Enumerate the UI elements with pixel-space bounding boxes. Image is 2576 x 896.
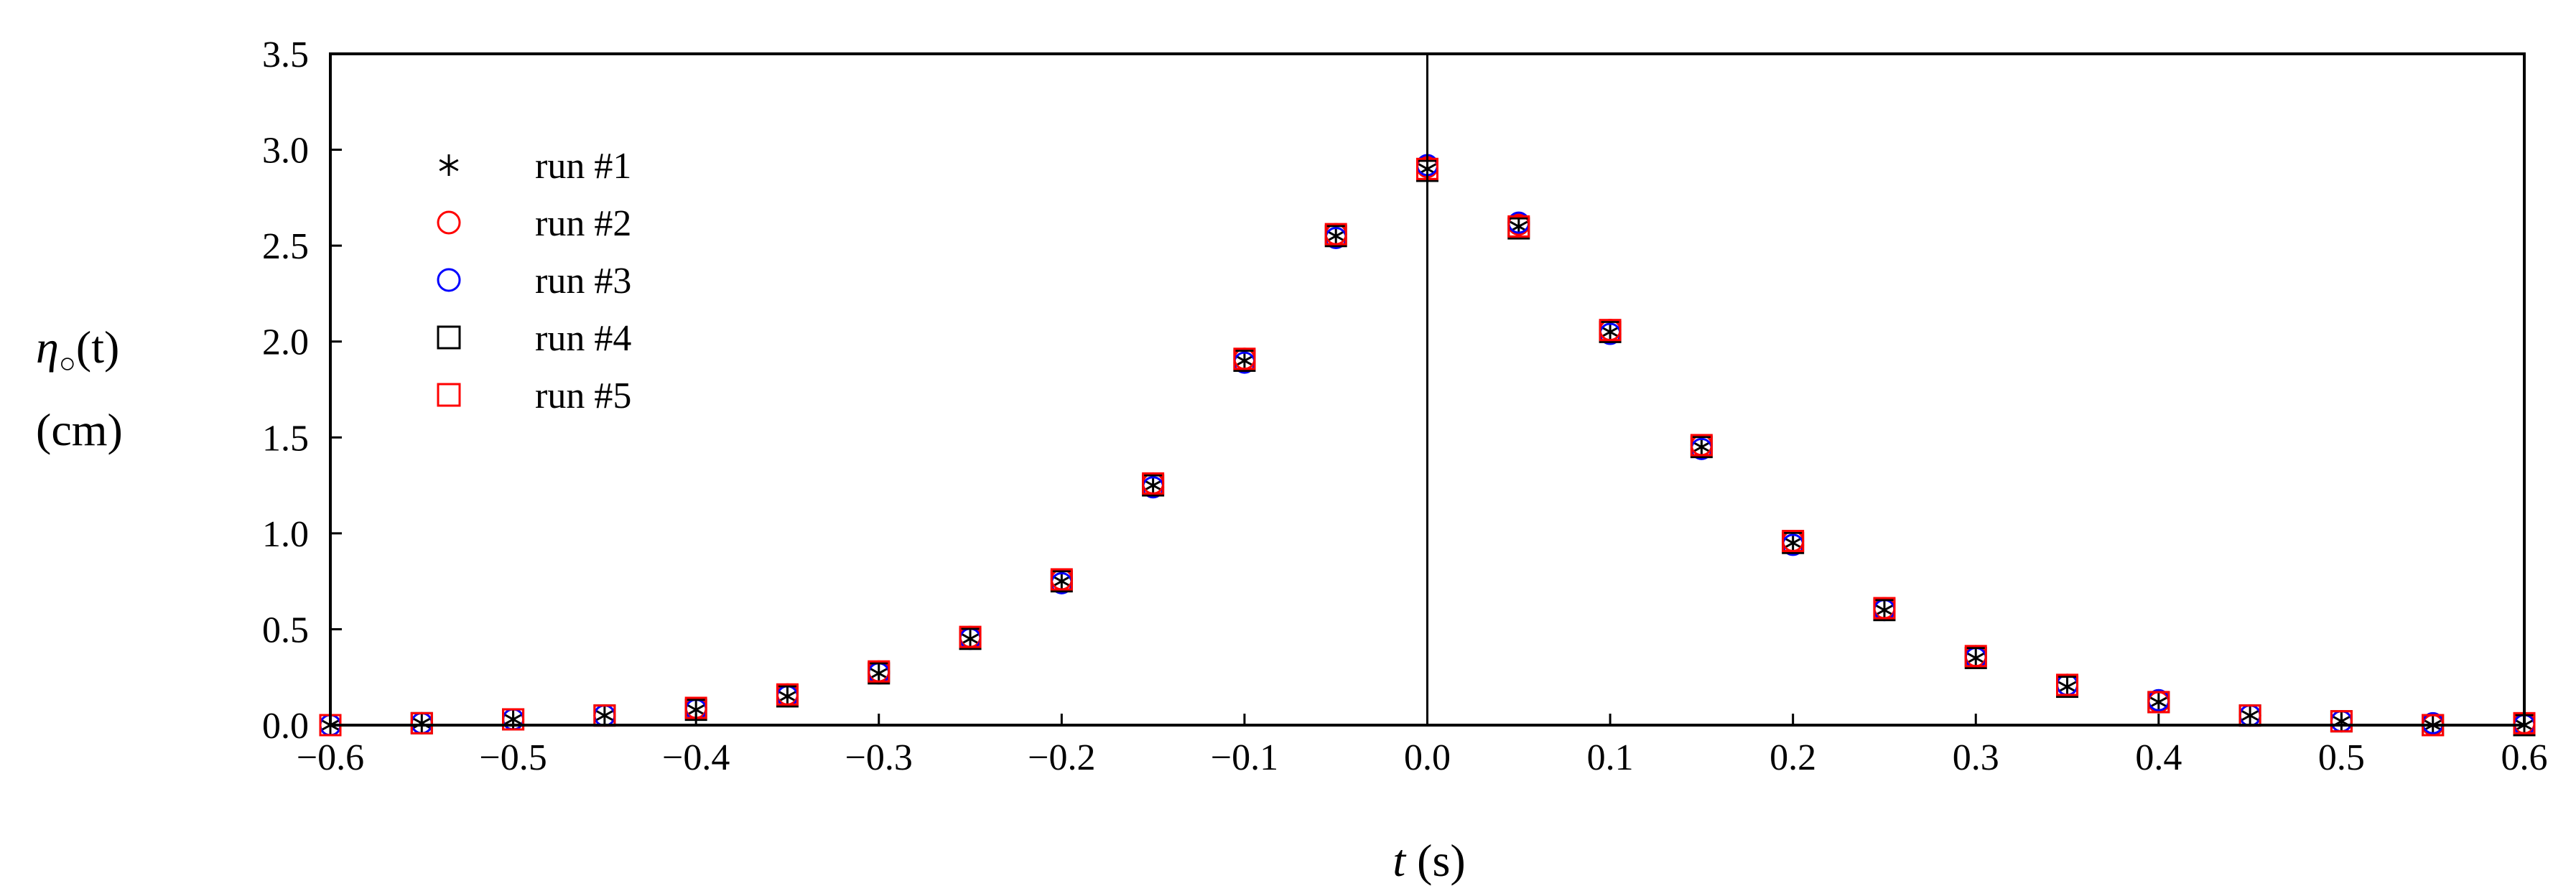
legend-marker	[437, 325, 461, 350]
x-tick-label: 0.3	[1953, 737, 1999, 778]
data-point	[1784, 533, 1803, 554]
data-point	[1050, 568, 1073, 591]
data-point	[959, 625, 982, 648]
data-point	[1782, 530, 1805, 553]
data-point	[2147, 691, 2170, 714]
data-point	[2149, 691, 2168, 712]
x-tick-label: 0.0	[1404, 737, 1451, 778]
y-axis-subscript: ○	[59, 347, 76, 379]
data-point	[1233, 347, 1256, 370]
data-point	[1507, 215, 1530, 238]
data-point	[1601, 322, 1619, 342]
data-point	[2057, 676, 2077, 697]
data-point	[1966, 648, 1985, 668]
y-tick-label: 0.0	[262, 706, 309, 747]
data-point	[1875, 599, 1894, 620]
legend-label: run #1	[535, 146, 631, 187]
x-axis-title: t (s)	[1392, 835, 1465, 886]
x-axis-ticks: −0.6 −0.5 −0.4 −0.3 −0.2 −0.1 0.0 0.1 0.2 0.3 0.4 0…	[297, 714, 2548, 778]
data-point	[1873, 597, 1896, 620]
y-axis-title: η○(t)	[36, 322, 119, 379]
x-tick-label: −0.3	[845, 737, 913, 778]
data-point	[1324, 223, 1347, 246]
data-point	[1144, 475, 1163, 496]
legend-label: run #5	[535, 375, 631, 416]
x-tick-label: 0.4	[2135, 737, 2182, 778]
y-axis-variable: η	[36, 322, 59, 373]
y-tick-label: 0.5	[262, 610, 309, 650]
data-point	[502, 708, 525, 731]
legend-marker	[439, 154, 459, 176]
data-point	[870, 663, 888, 683]
x-tick-label: 0.2	[1770, 737, 1816, 778]
legend-label: run #4	[535, 318, 631, 359]
legend-marker	[437, 383, 461, 407]
data-point	[2241, 705, 2259, 726]
data-point	[778, 686, 797, 706]
x-axis-unit: (s)	[1405, 835, 1466, 886]
y-tick-label: 2.5	[262, 226, 309, 267]
data-point	[595, 705, 614, 726]
legend-marker	[437, 210, 461, 235]
data-point	[961, 628, 980, 649]
y-tick-label: 3.5	[262, 34, 309, 75]
legend-marker	[437, 268, 461, 292]
x-tick-label: −0.6	[297, 737, 364, 778]
x-tick-label: 0.5	[2318, 737, 2365, 778]
legend-label: run #3	[535, 261, 631, 302]
x-tick-label: −0.4	[662, 737, 730, 778]
x-tick-label: −0.5	[479, 737, 547, 778]
data-point	[1599, 319, 1622, 342]
data-point	[2056, 673, 2079, 696]
data-point	[1690, 434, 1713, 457]
data-point	[868, 660, 891, 683]
y-axis-argument: (t)	[76, 322, 119, 373]
data-point	[1235, 350, 1254, 371]
data-point	[1326, 225, 1345, 246]
y-axis-unit: (cm)	[36, 404, 123, 455]
x-axis-variable: t	[1392, 835, 1407, 886]
data-point	[1052, 571, 1071, 592]
data-point	[2330, 710, 2353, 733]
y-tick-label: 1.5	[262, 418, 309, 459]
y-axis-ticks: 0.0 0.5 1.0 1.5 2.0 2.5 3.0 3.5	[262, 34, 342, 747]
x-tick-label: 0.1	[1587, 737, 1634, 778]
y-tick-label: 2.0	[262, 322, 309, 363]
x-tick-label: −0.2	[1028, 737, 1095, 778]
data-point	[1142, 472, 1165, 495]
legend-label: run #2	[535, 203, 631, 244]
data-point	[410, 711, 433, 734]
data-point	[1692, 437, 1711, 457]
data-point	[776, 683, 799, 706]
data-point	[1964, 645, 1987, 668]
y-tick-label: 1.0	[262, 514, 309, 555]
legend: run #1 run #2 run #3 run #4 run #5	[437, 146, 631, 416]
x-tick-label: −0.1	[1211, 737, 1278, 778]
x-tick-label: 0.6	[2501, 737, 2548, 778]
y-tick-label: 3.0	[262, 131, 309, 172]
